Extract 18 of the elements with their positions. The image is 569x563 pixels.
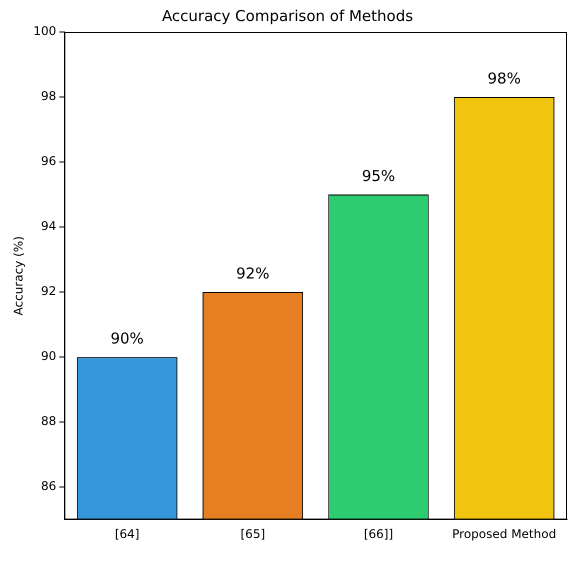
data-label: 90% — [110, 329, 144, 348]
x-tick-label: [64] — [114, 526, 140, 541]
y-tick-label: 88 — [41, 414, 56, 428]
y-tick-label: 98 — [41, 89, 56, 104]
data-label: 98% — [487, 69, 521, 88]
y-tick-label: 86 — [41, 479, 56, 494]
y-tick-label: 92 — [41, 284, 56, 298]
x-tick-label: [65] — [240, 526, 266, 541]
y-tick-label: 96 — [41, 154, 56, 168]
y-tick-label: 90 — [41, 349, 56, 364]
y-axis-title: Accuracy (%) — [11, 236, 26, 316]
x-tick-label: Proposed Method — [452, 526, 556, 541]
y-tick-label: 94 — [41, 219, 56, 234]
y-tick-label: 100 — [33, 24, 56, 38]
x-tick-label: [66]] — [364, 526, 394, 541]
data-label: 95% — [362, 166, 396, 185]
chart-title: Accuracy Comparison of Methods — [162, 6, 414, 25]
data-label: 92% — [236, 264, 270, 282]
